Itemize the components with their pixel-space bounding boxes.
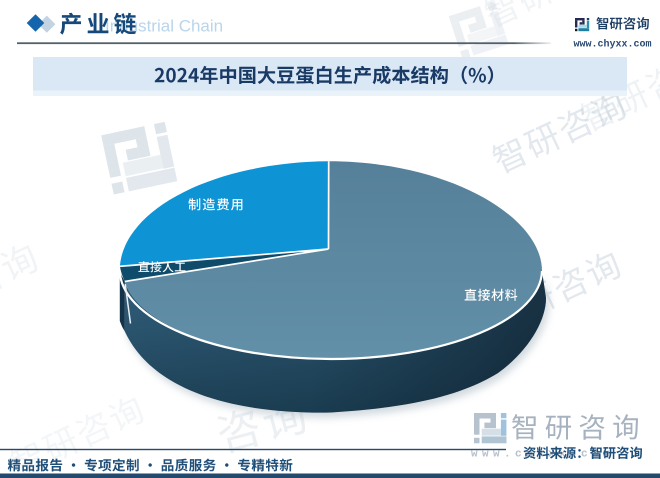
svg-text:www.chyxx.com: www.chyxx.com: [574, 39, 652, 51]
